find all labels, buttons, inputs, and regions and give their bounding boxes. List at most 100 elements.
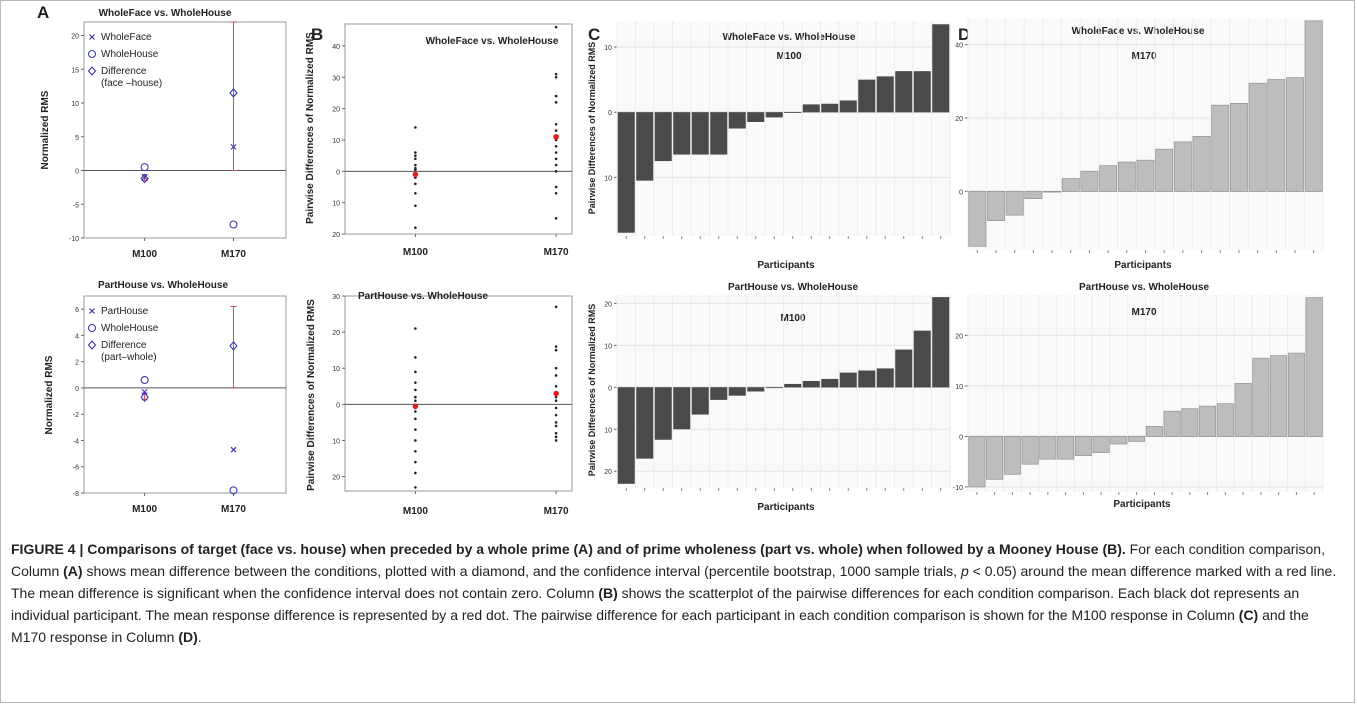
- panel-d-bottom-bar: [1287, 352, 1305, 437]
- panel-d-top-bar: [1192, 136, 1211, 192]
- panel-a-bottom-y-tick-label: -4: [73, 438, 79, 445]
- panel-d-top-bar: [1136, 159, 1155, 192]
- panel-b-bottom-participant-dot: [414, 486, 417, 489]
- panel-b-bottom-plot-area: [344, 295, 573, 492]
- panel-c-bottom-bar: [710, 387, 728, 400]
- panel-d-top-bar: [1117, 161, 1136, 192]
- panel-d-bottom-y-tick-label: 20: [955, 333, 963, 340]
- panel-a-top-y-tick-label: -10: [69, 236, 79, 243]
- panel-c-top-title: WholeFace vs. WholeHouse: [723, 32, 856, 43]
- panel-a-top-marker-wholeface: [230, 143, 237, 150]
- panel-b-bottom-mean-dot: [553, 390, 559, 397]
- panel-c-bottom-bar: [784, 383, 802, 388]
- panel-c-top-bar: [617, 112, 635, 233]
- panel-c-bottom-bar: [858, 370, 876, 388]
- panel-b-bottom-participant-dot: [414, 439, 417, 442]
- panel-b-top-participant-dot: [554, 25, 558, 29]
- panel-a-bottom-marker-difference: [140, 392, 149, 402]
- panel-letter-d: D: [958, 25, 970, 44]
- panel-a-top-category-m170: M170: [221, 249, 246, 260]
- panel-d-top-bar: [968, 191, 987, 247]
- panel-a-top-marker-wholehouse: [140, 163, 149, 172]
- panel-b-bottom-participant-dot: [554, 421, 558, 424]
- panel-b-top-participant-dot: [414, 126, 417, 129]
- panel-a-top-category-m100: M100: [132, 249, 157, 260]
- panel-a-top-title: WholeFace vs. WholeHouse: [99, 8, 232, 19]
- panel-c-bottom-bar: [839, 372, 857, 388]
- panel-b-bottom-participant-dot: [414, 388, 417, 392]
- panel-b-top-participant-dot: [414, 204, 417, 208]
- panel-a-bottom-marker-wholehouse: [229, 486, 238, 495]
- panel-a-bottom-title: PartHouse vs. WholeHouse: [98, 280, 228, 291]
- panel-b-top-mean-dot: [553, 134, 559, 140]
- panel-b-top-participant-dot: [554, 151, 558, 154]
- panel-c-top-bar: [673, 112, 691, 155]
- panel-b-bottom-participant-dot: [414, 370, 417, 374]
- panel-a-bottom-marker-parthouse: [230, 446, 237, 453]
- panel-d-bottom-y-tick-label: -10: [953, 485, 963, 492]
- panel-b-bottom-participant-dot: [414, 471, 417, 475]
- panel-letter-b: B: [311, 25, 323, 44]
- panel-d-bottom-subtitle: M170: [1131, 307, 1156, 318]
- panel-c-bottom-bar: [802, 381, 820, 388]
- panel-d-bottom-y-tick-label: 10: [955, 384, 963, 391]
- panel-c-top-bar: [913, 71, 931, 113]
- panel-d-bottom-bar: [1252, 357, 1270, 437]
- panel-b-bottom-y-tick-label: 20: [332, 475, 340, 482]
- panel-d-bottom-bar: [1181, 408, 1199, 437]
- panel-b-top-category-m170: M170: [544, 247, 569, 258]
- panel-a-top-plot-area: [83, 21, 287, 239]
- panel-d-bottom-bar: [986, 436, 1004, 480]
- panel-a-top-marker-wholehouse: [229, 220, 238, 229]
- panel-b-top-mean-dot: [412, 171, 419, 178]
- panel-c-bottom-subtitle: M100: [780, 313, 805, 324]
- panel-b-top-y-tick-label: 10: [332, 201, 340, 208]
- panel-c-top-subtitle: M100: [776, 51, 801, 62]
- panel-b-bottom-participant-dot: [414, 460, 417, 464]
- panel-a-top-marker-difference: [229, 88, 238, 98]
- panel-d-bottom-bar: [1039, 436, 1057, 460]
- panel-b-top-participant-dot: [554, 170, 558, 173]
- caption-ref-b: (B): [598, 585, 618, 601]
- panel-c-bottom-bar: [765, 387, 783, 389]
- panel-b-top-participant-dot: [554, 163, 558, 167]
- panel-b-top-participant-dot: [554, 157, 558, 161]
- panel-c-bottom-bar: [654, 387, 672, 440]
- panel-d-bottom-bar: [1163, 410, 1181, 437]
- panel-b-bottom-participant-dot: [414, 356, 417, 359]
- panel-a-top-y-tick-label: -5: [73, 202, 79, 209]
- panel-a-bottom-legend-label: PartHouse: [101, 306, 149, 317]
- panel-a-top-y-tick-label: 15: [71, 67, 79, 74]
- panel-a-bottom-marker-wholehouse: [140, 376, 149, 385]
- panel-d-top-bar: [1267, 79, 1286, 192]
- caption-text: shows the scatterplot of the pairwise di…: [11, 585, 1300, 623]
- panel-d-bottom-bar: [1092, 436, 1110, 453]
- panel-b-top-participant-dot: [414, 151, 417, 154]
- panel-c-bottom-y-axis-label: Pairwise Differences of Normalized RMS: [587, 304, 597, 477]
- panel-a-bottom-y-tick-label: -8: [73, 491, 79, 498]
- panel-c-bottom-bar: [747, 387, 765, 392]
- panel-c-top-y-tick-label: 10: [604, 45, 612, 52]
- caption-title: FIGURE 4 | Comparisons of target (face v…: [11, 541, 1126, 557]
- panel-c-bottom-bar: [673, 387, 691, 430]
- panel-d-bottom-x-axis-label: Participants: [1113, 499, 1171, 510]
- panel-b-bottom-y-tick-label: 10: [332, 366, 340, 373]
- panel-b-bottom-participant-dot: [414, 399, 417, 403]
- panel-b-bottom-participant-dot: [554, 374, 558, 377]
- panel-a-bottom-y-axis-label: Normalized RMS: [44, 355, 55, 434]
- panel-c-top-bar: [802, 104, 820, 113]
- panel-d-top-x-axis-label: Participants: [1114, 260, 1172, 271]
- panel-b-top-participant-dot: [414, 157, 417, 161]
- panel-b-top-y-tick-label: 40: [332, 44, 340, 51]
- panel-c-top-bar: [710, 112, 728, 155]
- panel-c-top-bar: [654, 112, 672, 162]
- panel-d-bottom-bar: [1110, 436, 1128, 445]
- panel-c-bottom-bar: [895, 349, 913, 388]
- caption-text: and the M170 response in Column: [11, 607, 1309, 645]
- panel-b-top-participant-dot: [554, 101, 558, 104]
- panel-c-top-bar: [858, 79, 876, 113]
- panel-b-bottom-participant-dot: [414, 395, 417, 399]
- panel-d-bottom-bar: [968, 436, 986, 488]
- caption-text: < 0.05) around the mean difference marke…: [11, 563, 1337, 601]
